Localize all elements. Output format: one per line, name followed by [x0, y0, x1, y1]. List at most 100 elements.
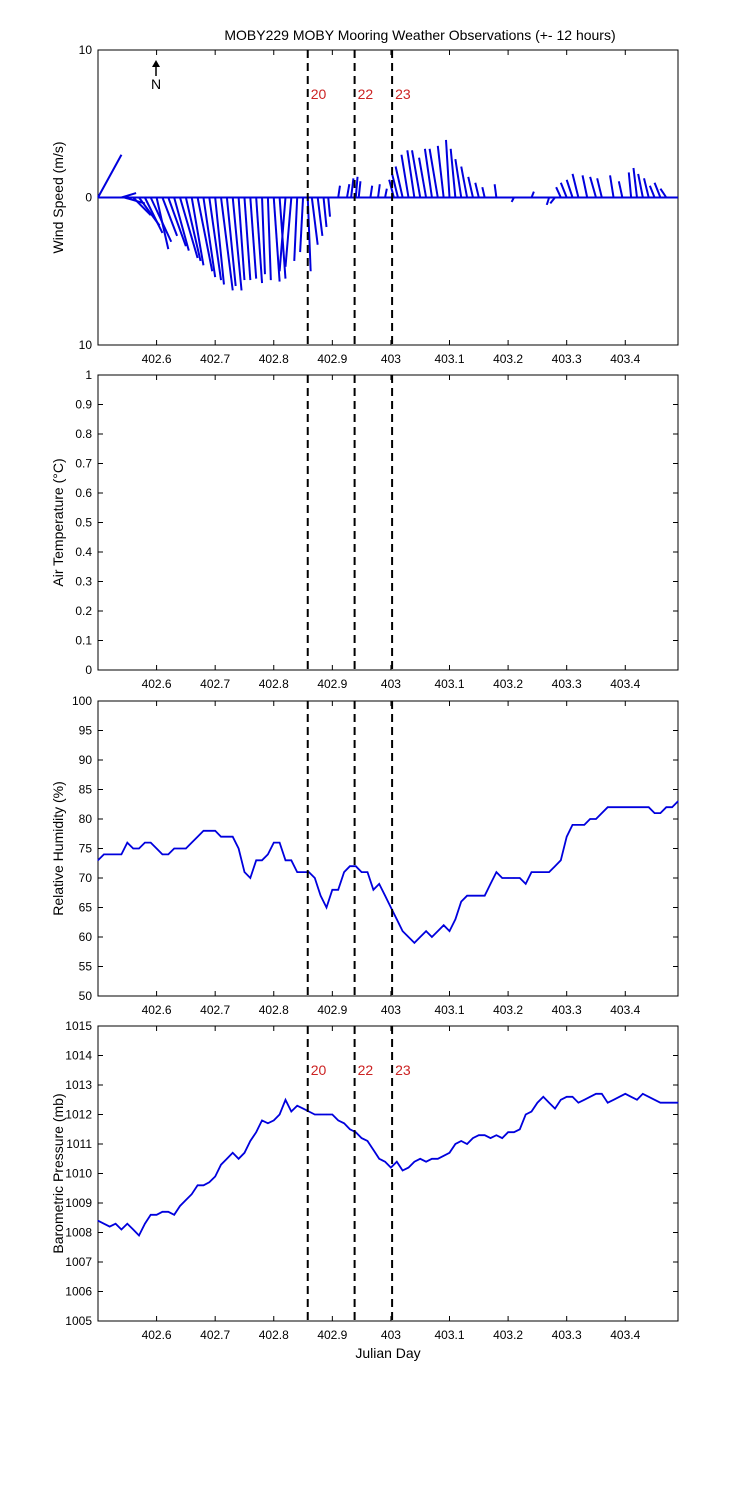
x-tick-label: 402.7	[200, 352, 230, 366]
data-point	[185, 847, 187, 850]
data-point	[653, 1099, 656, 1101]
y-tick-label: 0.1	[75, 634, 92, 648]
data-point	[507, 877, 509, 879]
data-point	[366, 1140, 369, 1142]
data-point	[320, 1113, 322, 1116]
data-point	[261, 859, 263, 861]
data-point	[226, 1158, 228, 1160]
y-tick-label: 60	[79, 930, 93, 944]
data-point	[495, 1134, 497, 1136]
wind-vector	[97, 154, 123, 198]
data-point	[384, 1161, 386, 1163]
data-point	[495, 871, 497, 873]
panel-2: 0 0.1 0.2 0.3 0.4 0.5 0.6 0.7 0.8 0.9 1 402.6 402.7 4…	[50, 368, 679, 691]
data-point	[519, 1128, 521, 1130]
x-tick-label: 403.4	[610, 677, 640, 691]
data-point	[478, 1134, 480, 1136]
data-point	[290, 859, 292, 861]
panel-4: 1005 1006 1007 1008 1009 1010 1011 1012 1013 1014…	[50, 1019, 679, 1361]
wind-vector	[565, 179, 574, 198]
data-point	[548, 1102, 550, 1104]
wind-vector	[589, 176, 597, 198]
wind-vector	[214, 197, 225, 285]
data-point	[366, 871, 369, 873]
data-point	[513, 1131, 515, 1133]
data-point	[443, 1155, 445, 1157]
data-point	[349, 1128, 351, 1130]
data-point	[402, 930, 404, 932]
y-tick-label: 1014	[65, 1049, 92, 1063]
data-point	[267, 1122, 269, 1124]
data-point	[425, 1161, 427, 1163]
data-point	[155, 847, 158, 850]
data-point	[630, 1096, 632, 1098]
data-point	[343, 871, 345, 873]
y-tick-label: 90	[79, 753, 93, 767]
y-tick-label: 0.6	[75, 486, 92, 500]
data-point	[114, 1223, 117, 1225]
wind-vector	[272, 197, 281, 282]
data-point	[191, 842, 193, 844]
event-label: 23	[395, 1062, 411, 1078]
data-point	[530, 871, 533, 873]
y-axis-label: Wind Speed (m/s)	[50, 141, 66, 253]
x-tick-label: 403	[381, 1328, 401, 1342]
y-tick-label: 1008	[65, 1226, 92, 1240]
data-point	[161, 1211, 164, 1213]
data-point	[665, 806, 667, 808]
data-point	[448, 930, 451, 932]
data-point	[489, 1137, 492, 1139]
data-point	[361, 1137, 363, 1139]
data-point	[478, 895, 480, 897]
data-point	[243, 871, 246, 873]
wind-vector	[545, 197, 551, 206]
data-point	[361, 871, 363, 873]
north-arrow-head	[152, 60, 160, 67]
x-tick-label: 403.1	[434, 677, 464, 691]
x-tick-label: 402.7	[200, 677, 230, 691]
data-point	[460, 901, 462, 903]
y-tick-label: 50	[79, 989, 93, 1003]
x-tick-label: 403.4	[610, 1003, 640, 1017]
data-point	[208, 1181, 210, 1183]
data-point	[284, 1099, 287, 1101]
wind-vector	[627, 172, 633, 198]
data-point	[542, 1096, 544, 1098]
wind-vector	[423, 148, 433, 198]
data-point	[279, 842, 281, 844]
x-tick-label: 403.1	[434, 352, 464, 366]
wind-vector	[449, 148, 457, 198]
data-point	[560, 859, 562, 861]
y-tick-label: 1	[85, 368, 92, 382]
wind-vector	[559, 182, 568, 198]
wind-vector	[571, 173, 580, 198]
x-tick-label: 403.3	[552, 352, 582, 366]
data-point	[448, 1152, 451, 1154]
x-tick-label: 403	[381, 677, 401, 691]
data-point	[454, 918, 456, 920]
data-point	[396, 1161, 398, 1163]
wind-vector	[346, 184, 351, 198]
data-point	[554, 1108, 556, 1110]
wind-vector	[179, 197, 199, 259]
data-point	[167, 1211, 169, 1213]
wind-vector	[196, 197, 214, 272]
x-tick-label: 402.6	[142, 677, 172, 691]
wind-vector	[237, 197, 246, 281]
data-point	[202, 1184, 205, 1186]
data-point	[431, 936, 433, 938]
data-point	[659, 812, 662, 814]
data-point	[607, 1102, 609, 1104]
y-tick-label: 85	[79, 783, 93, 797]
data-point	[179, 847, 181, 850]
data-point	[630, 806, 632, 808]
x-tick-label: 403.1	[434, 1328, 464, 1342]
data-point	[267, 853, 269, 856]
data-point	[249, 877, 251, 879]
data-point	[126, 1223, 128, 1225]
data-point	[314, 877, 316, 879]
data-point	[243, 1152, 246, 1154]
data-point	[536, 1102, 538, 1104]
data-point	[343, 1122, 345, 1124]
data-point	[355, 865, 357, 867]
